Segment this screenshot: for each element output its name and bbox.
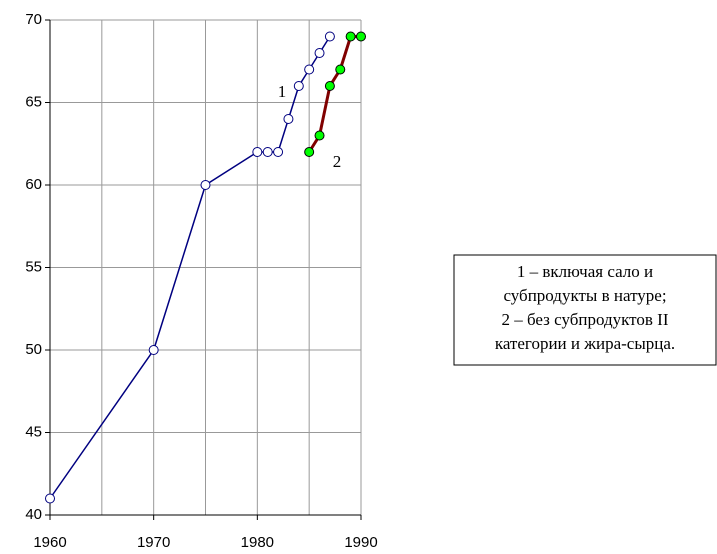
x-tick-label: 1980	[241, 534, 274, 551]
point	[283, 114, 294, 124]
y-tick-label: 50	[25, 341, 42, 358]
y-tick-label: 40	[25, 506, 42, 523]
point	[314, 48, 325, 58]
x-tick-label: 1990	[344, 534, 377, 551]
x-tick-label: 1970	[137, 534, 170, 551]
point	[345, 31, 356, 42]
point	[304, 147, 315, 157]
y-tick-label: 55	[25, 258, 42, 275]
y-tick-label: 70	[25, 11, 42, 28]
point	[200, 180, 211, 190]
y-tick-label: 60	[25, 176, 42, 193]
legend-text: 2 – без субпродуктов II	[502, 310, 669, 329]
point	[252, 147, 263, 157]
point	[324, 81, 335, 91]
legend-text: категории и жира-сырца.	[495, 334, 675, 353]
point	[314, 130, 325, 141]
y-tick-label: 45	[25, 423, 42, 440]
point	[45, 493, 55, 504]
legend-text: субпродукты в натуре;	[503, 286, 666, 305]
point	[335, 64, 346, 75]
point	[273, 147, 284, 157]
legend-text: 1 – включая сало и	[517, 262, 653, 281]
point	[148, 345, 159, 355]
legend-box	[453, 254, 717, 366]
x-tick-label: 1960	[33, 534, 66, 551]
point	[293, 81, 304, 91]
point	[356, 31, 366, 42]
point	[324, 31, 335, 42]
point	[262, 147, 273, 157]
point	[304, 64, 315, 75]
series-label: 1	[278, 82, 287, 101]
series-label: 2	[333, 152, 342, 171]
y-tick-label: 65	[25, 93, 42, 110]
